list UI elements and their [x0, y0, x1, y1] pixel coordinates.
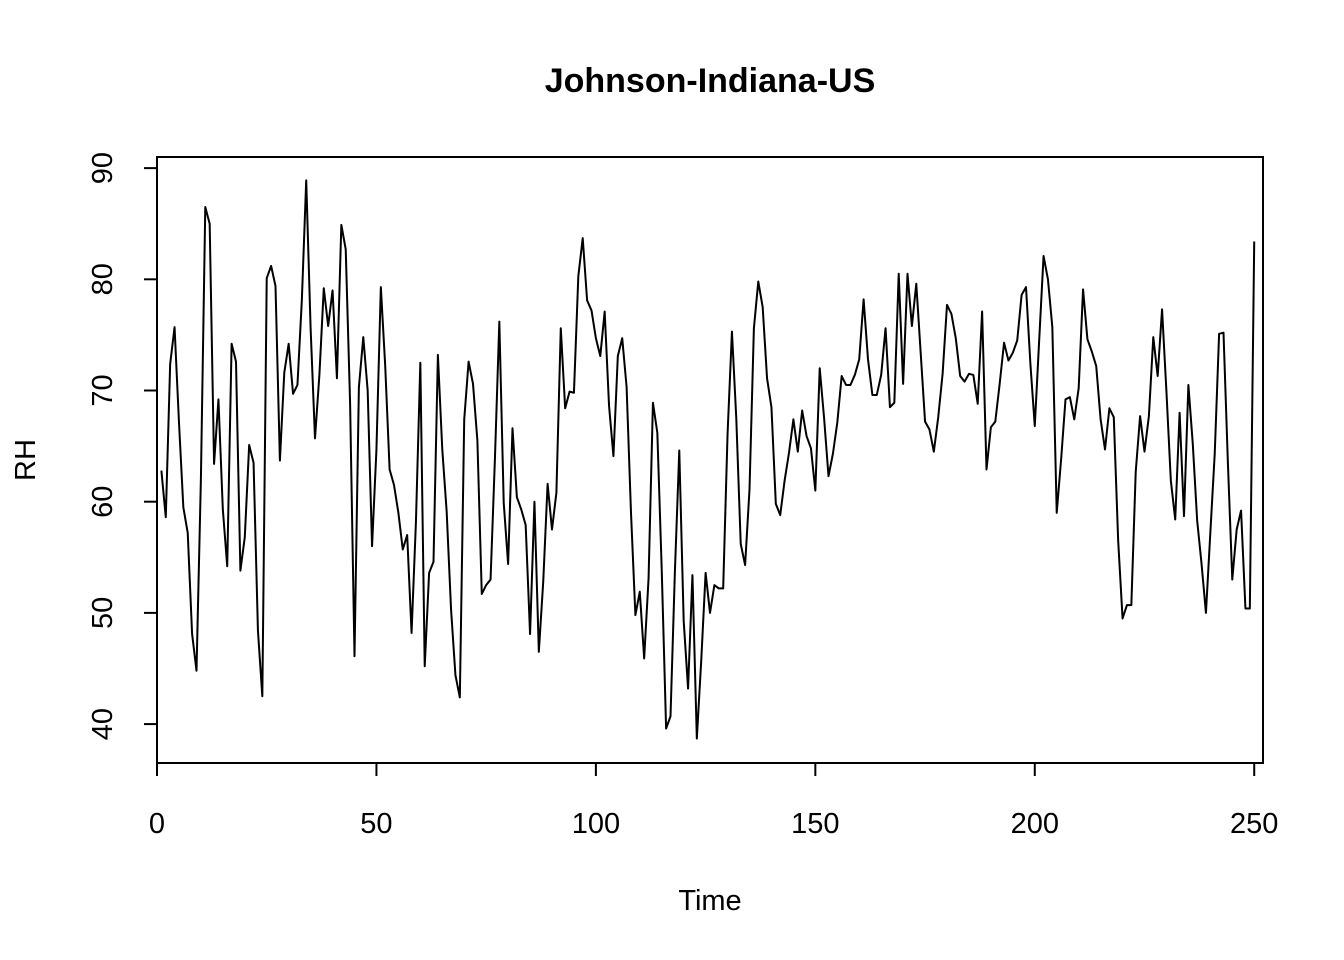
y-tick-label: 40	[87, 708, 119, 740]
x-tick-label: 150	[791, 808, 839, 840]
y-tick-label: 90	[87, 152, 119, 184]
x-tick-label: 250	[1230, 808, 1278, 840]
plot-frame	[156, 156, 1264, 764]
y-tick-label: 80	[87, 263, 119, 295]
chart-title: Johnson-Indiana-US	[545, 62, 876, 100]
x-tick-label: 200	[1011, 808, 1059, 840]
x-axis-label: Time	[678, 885, 741, 917]
y-tick-label: 70	[87, 374, 119, 406]
x-tick-label: 100	[572, 808, 620, 840]
y-axis: 40 50 60 70 80 90	[87, 152, 158, 740]
rh-series-line	[160, 179, 1256, 740]
y-tick-label: 50	[87, 597, 119, 629]
y-tick-label: 60	[87, 486, 119, 518]
x-tick-label: 50	[360, 808, 392, 840]
y-axis-label: RH	[10, 439, 42, 481]
x-axis: 0 50 100 150 200 250	[149, 762, 1278, 840]
x-tick-label: 0	[149, 808, 165, 840]
